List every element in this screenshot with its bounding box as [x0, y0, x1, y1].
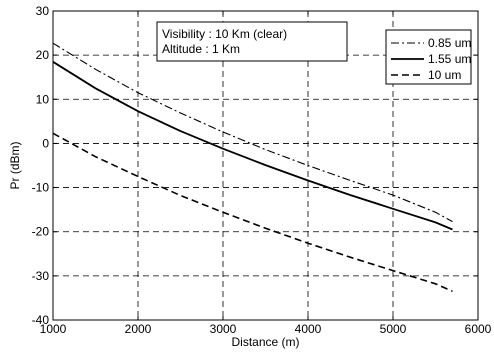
tick-layer: 1000 2000 3000 4000 5000 6000 -40 -30 -20 -10 0 10 2…: [32, 4, 492, 336]
series-line: [52, 42, 453, 223]
legend-frame: [385, 29, 472, 85]
x-tick-label: 5000: [380, 322, 407, 336]
y-tick-label: 30: [36, 4, 50, 18]
annotation-altitude: Altitude : 1 Km: [162, 42, 240, 56]
y-axis-label: Pr (dBm): [8, 141, 22, 189]
legend: 0.85 um 1.55 um 10 um: [385, 29, 472, 85]
y-tick-label: 0: [42, 136, 49, 150]
y-tick-label: -40: [32, 313, 50, 327]
x-tick-label: 3000: [210, 322, 237, 336]
annotation-visibility: Visibility : 10 Km (clear): [162, 27, 287, 41]
y-tick-label: -20: [32, 225, 50, 239]
legend-label: 10 um: [428, 68, 461, 82]
y-tick-label: 10: [36, 92, 50, 106]
y-tick-label: -30: [32, 269, 50, 283]
x-tick-label: 1000: [40, 322, 67, 336]
x-tick-label: 6000: [465, 322, 492, 336]
legend-label: 0.85 um: [428, 36, 471, 50]
annotation-frame: [156, 21, 348, 62]
annotation-box: Visibility : 10 Km (clear) Altitude : 1 …: [156, 21, 348, 62]
y-tick-label: 20: [36, 48, 50, 62]
plot-frame: [52, 10, 479, 321]
x-tick-label: 2000: [125, 322, 152, 336]
series-layer: [52, 42, 453, 293]
x-axis-label: Distance (m): [231, 335, 299, 349]
series-line: [52, 132, 453, 293]
series-line: [52, 61, 453, 231]
y-tick-label: -10: [32, 181, 50, 195]
legend-label: 1.55 um: [428, 52, 471, 66]
x-tick-label: 4000: [295, 322, 322, 336]
